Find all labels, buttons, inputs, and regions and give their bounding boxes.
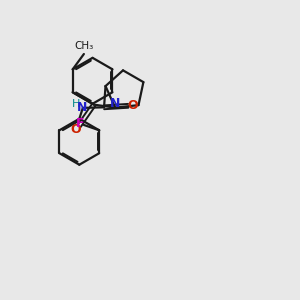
Text: N: N [110, 97, 121, 110]
Text: O: O [70, 123, 81, 136]
Text: H: H [72, 99, 81, 110]
Text: N: N [77, 101, 88, 114]
Text: CH₃: CH₃ [74, 41, 94, 51]
Text: F: F [76, 117, 84, 130]
Text: O: O [128, 99, 138, 112]
